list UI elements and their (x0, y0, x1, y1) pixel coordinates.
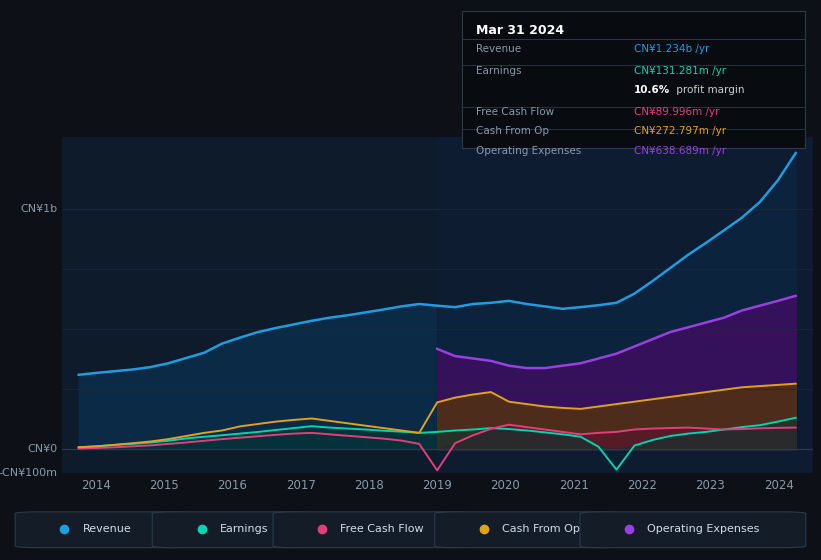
Text: CN¥638.689m /yr: CN¥638.689m /yr (634, 146, 726, 156)
Text: Cash From Op: Cash From Op (476, 127, 549, 137)
Text: CN¥1b: CN¥1b (21, 204, 57, 214)
Text: Operating Expenses: Operating Expenses (648, 524, 759, 534)
Text: Earnings: Earnings (476, 66, 521, 76)
Text: CN¥272.797m /yr: CN¥272.797m /yr (634, 127, 726, 137)
FancyBboxPatch shape (153, 512, 312, 548)
Text: Cash From Op: Cash From Op (502, 524, 580, 534)
Text: Free Cash Flow: Free Cash Flow (476, 108, 554, 117)
Text: profit margin: profit margin (673, 85, 745, 95)
Text: CN¥131.281m /yr: CN¥131.281m /yr (634, 66, 726, 76)
Text: Operating Expenses: Operating Expenses (476, 146, 581, 156)
FancyBboxPatch shape (435, 512, 620, 548)
Text: CN¥89.996m /yr: CN¥89.996m /yr (634, 108, 719, 117)
Text: -CN¥100m: -CN¥100m (0, 468, 57, 478)
FancyBboxPatch shape (15, 512, 192, 548)
Text: Mar 31 2024: Mar 31 2024 (476, 24, 564, 36)
Text: Revenue: Revenue (82, 524, 131, 534)
FancyBboxPatch shape (580, 512, 806, 548)
Text: Free Cash Flow: Free Cash Flow (341, 524, 424, 534)
Text: Earnings: Earnings (220, 524, 268, 534)
Bar (437, 137, 821, 473)
FancyBboxPatch shape (273, 512, 475, 548)
Text: Revenue: Revenue (476, 44, 521, 54)
Text: CN¥0: CN¥0 (28, 444, 57, 454)
Text: CN¥1.234b /yr: CN¥1.234b /yr (634, 44, 709, 54)
Text: 10.6%: 10.6% (634, 85, 670, 95)
